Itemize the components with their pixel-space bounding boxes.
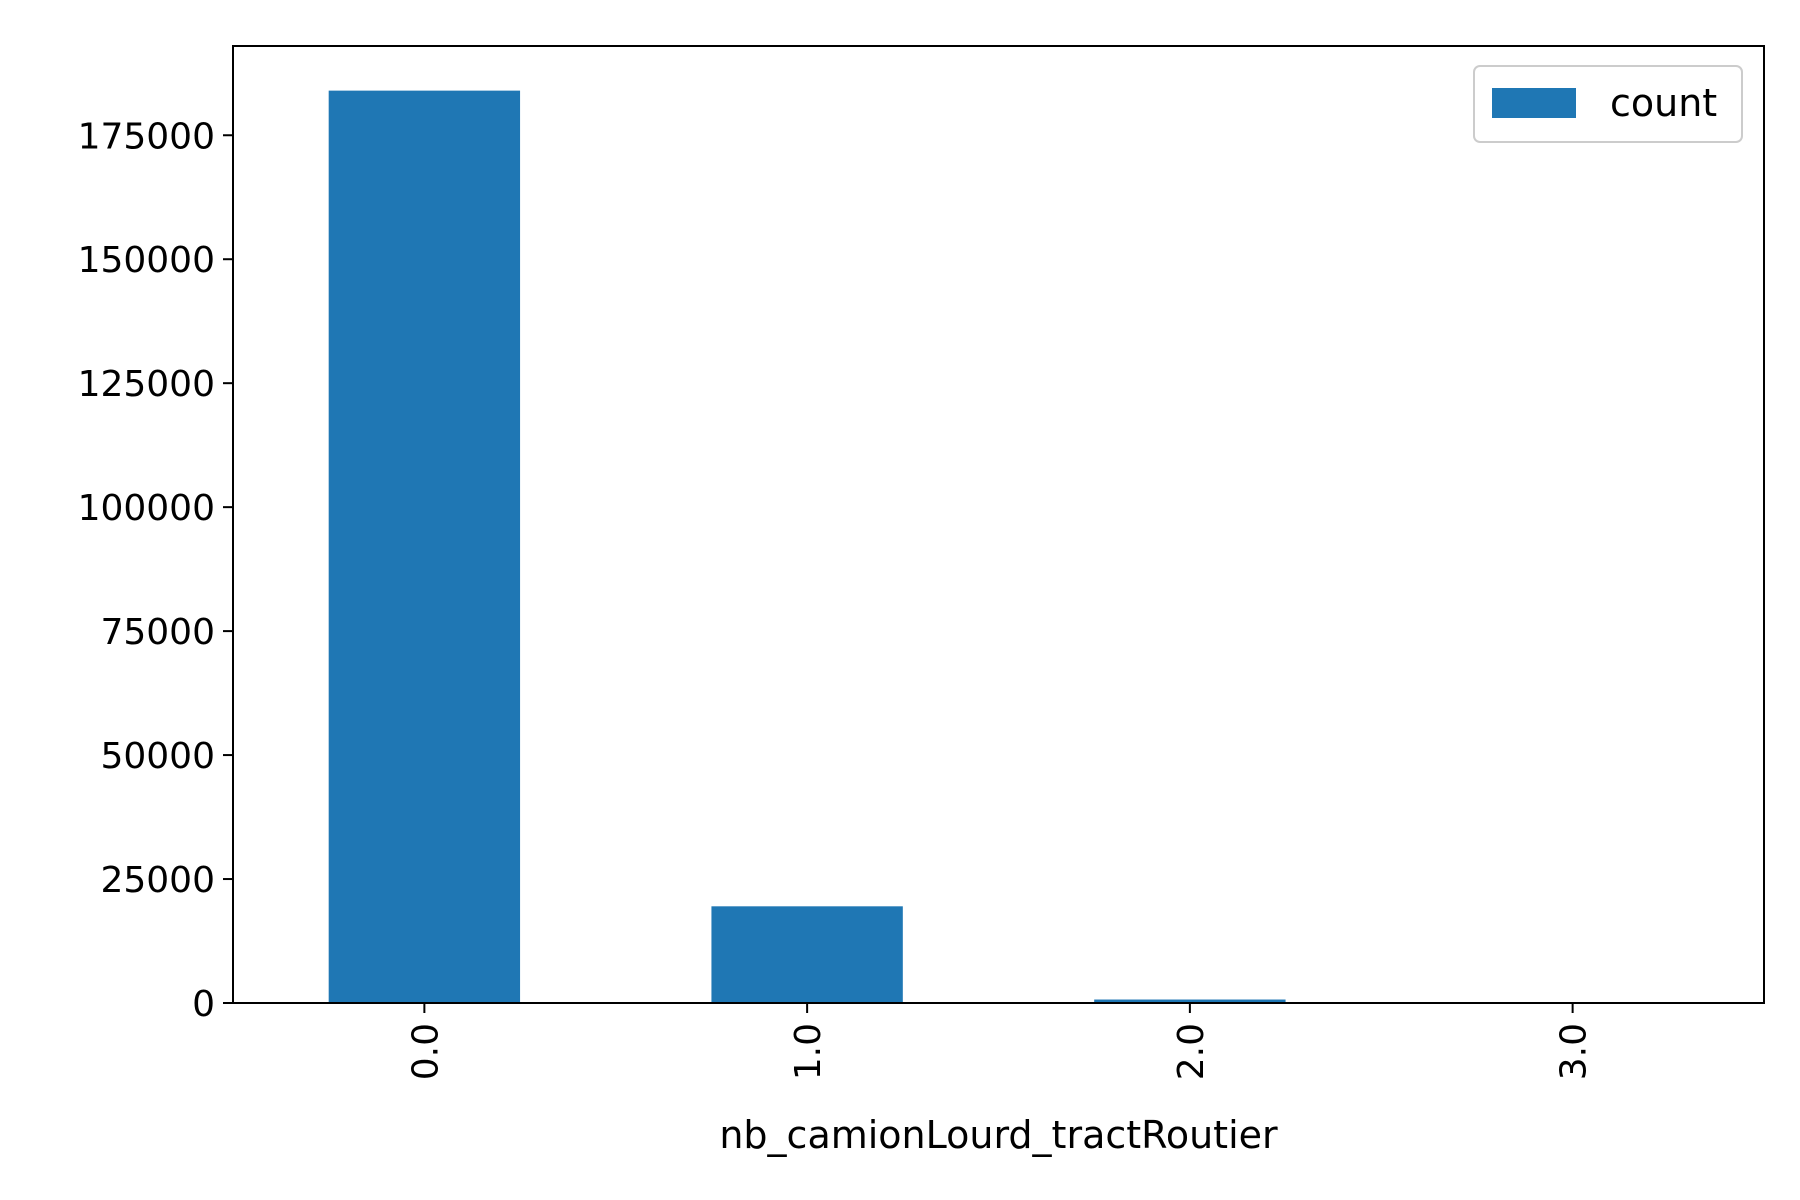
legend: count — [1473, 65, 1743, 143]
y-tick-label: 150000 — [78, 240, 215, 281]
legend-label: count — [1610, 81, 1717, 125]
legend-swatch — [1492, 88, 1576, 118]
y-tick-label: 125000 — [78, 364, 215, 405]
y-tick-label: 175000 — [78, 116, 215, 157]
x-tick-label: 1.0 — [788, 1023, 829, 1080]
bar-0.0 — [328, 90, 521, 1003]
y-tick-label: 50000 — [100, 736, 215, 777]
y-tick-label: 25000 — [100, 860, 215, 901]
legend-box — [1473, 65, 1743, 143]
plot-frame — [232, 45, 1765, 1004]
x-tick-label: 2.0 — [1171, 1023, 1212, 1080]
x-tick-label: 0.0 — [405, 1023, 446, 1080]
bars-layer — [328, 90, 1669, 1003]
y-tick-label: 100000 — [78, 488, 215, 529]
y-tick-label: 75000 — [100, 612, 215, 653]
x-tick-label: 3.0 — [1554, 1023, 1595, 1080]
axes-layer — [232, 45, 1765, 1004]
bar-1.0 — [711, 906, 903, 1003]
x-axis-label: nb_camionLourd_tractRoutier — [719, 1113, 1278, 1157]
y-tick-label: 0 — [192, 984, 215, 1025]
ticks-layer: 0 25000 50000 75000 100000 125000 150000 175000… — [78, 116, 1595, 1080]
bar-2.0 — [1094, 999, 1286, 1003]
